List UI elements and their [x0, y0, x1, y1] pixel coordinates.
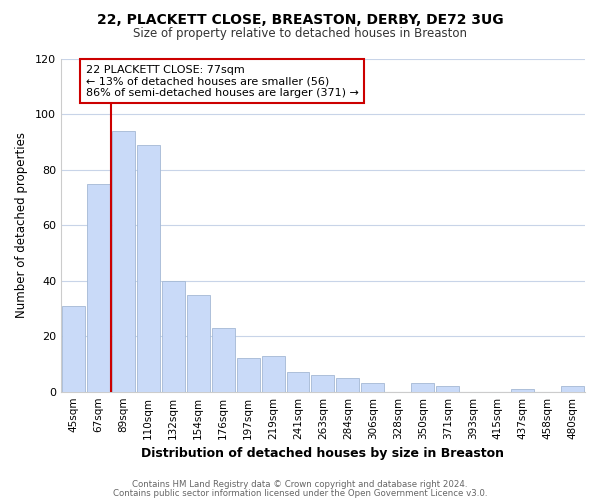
Bar [311, 375, 334, 392]
Text: 22, PLACKETT CLOSE, BREASTON, DERBY, DE72 3UG: 22, PLACKETT CLOSE, BREASTON, DERBY, DE7… [97, 12, 503, 26]
Text: 22 PLACKETT CLOSE: 77sqm
← 13% of detached houses are smaller (56)
86% of semi-d: 22 PLACKETT CLOSE: 77sqm ← 13% of detach… [86, 64, 359, 98]
Text: Contains public sector information licensed under the Open Government Licence v3: Contains public sector information licen… [113, 488, 487, 498]
Bar [361, 384, 385, 392]
Bar [236, 358, 260, 392]
Bar [62, 306, 85, 392]
Bar [212, 328, 235, 392]
Y-axis label: Number of detached properties: Number of detached properties [15, 132, 28, 318]
Bar [561, 386, 584, 392]
Bar [436, 386, 459, 392]
Bar [162, 281, 185, 392]
Bar [187, 294, 209, 392]
Bar [262, 356, 284, 392]
X-axis label: Distribution of detached houses by size in Breaston: Distribution of detached houses by size … [142, 447, 505, 460]
Bar [137, 145, 160, 392]
Bar [337, 378, 359, 392]
Bar [287, 372, 310, 392]
Bar [412, 384, 434, 392]
Bar [87, 184, 110, 392]
Text: Contains HM Land Registry data © Crown copyright and database right 2024.: Contains HM Land Registry data © Crown c… [132, 480, 468, 489]
Bar [511, 389, 534, 392]
Text: Size of property relative to detached houses in Breaston: Size of property relative to detached ho… [133, 28, 467, 40]
Bar [112, 131, 135, 392]
